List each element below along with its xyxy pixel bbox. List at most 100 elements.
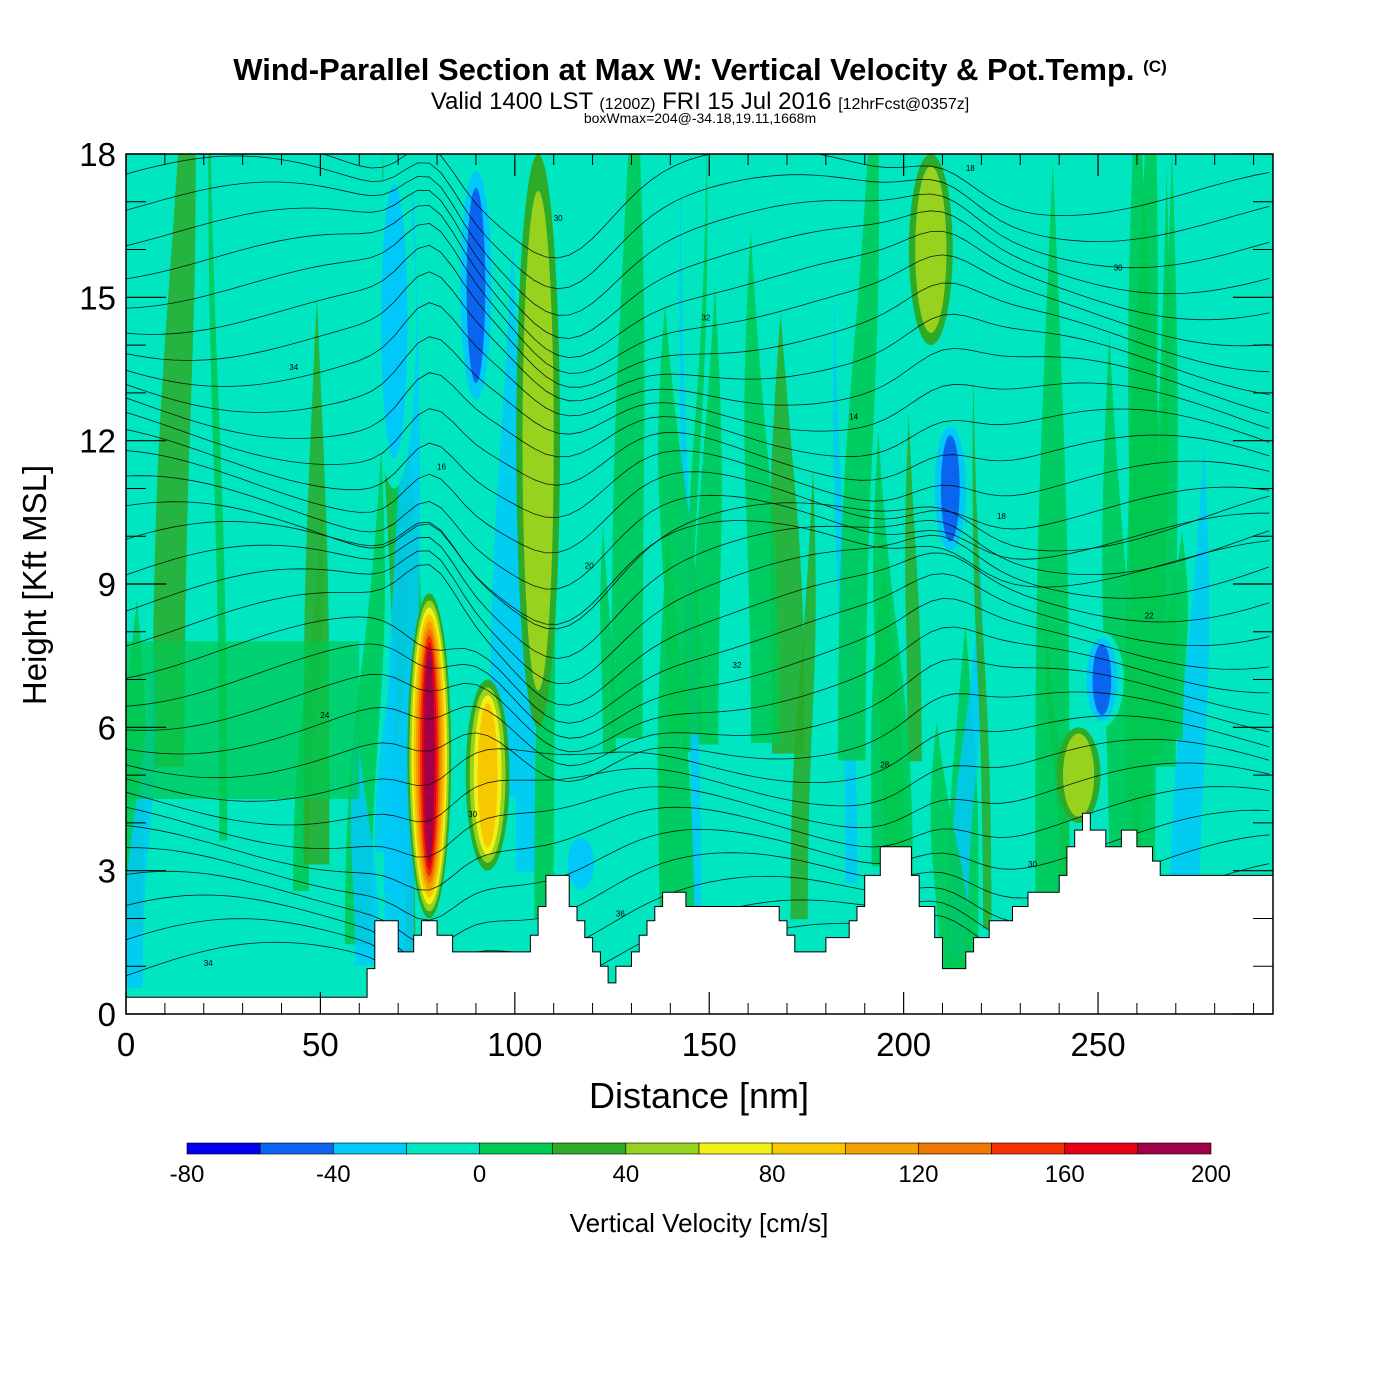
isentrope-label: 28 bbox=[880, 760, 889, 769]
isentrope-label: 30 bbox=[554, 214, 563, 223]
isentrope-line bbox=[126, 205, 1270, 359]
isentrope-label: 14 bbox=[849, 413, 858, 422]
y-tick-label: 3 bbox=[98, 853, 116, 890]
updraft-plume bbox=[426, 656, 433, 856]
isentrope-label: 22 bbox=[1145, 611, 1154, 620]
isentrope-line bbox=[126, 598, 1270, 739]
x-tick-label: 250 bbox=[1071, 1026, 1126, 1063]
isentrope-line bbox=[126, 658, 1270, 767]
downdraft-plume bbox=[381, 184, 408, 459]
field-streak bbox=[905, 412, 922, 762]
colorbar-bin bbox=[771, 1142, 846, 1155]
isentrope-line bbox=[126, 519, 1270, 659]
field-streak bbox=[152, 154, 196, 768]
isentrope-label: 34 bbox=[204, 959, 213, 968]
field-streak bbox=[770, 313, 805, 754]
colorbar-bin bbox=[186, 1142, 261, 1155]
colorbar-tick-label: 200 bbox=[1191, 1161, 1231, 1188]
field-band bbox=[126, 641, 360, 799]
updraft-plume bbox=[921, 178, 941, 321]
colorbar-tick-label: -80 bbox=[170, 1161, 205, 1188]
chart-subtitle: Valid 1400 LST (1200Z) FRI 15 Jul 2016 [… bbox=[0, 88, 1400, 116]
isentrope-label: 30 bbox=[468, 810, 477, 819]
y-tick-label: 18 bbox=[79, 136, 116, 173]
field-streak bbox=[1156, 531, 1189, 740]
isentrope-line bbox=[126, 271, 1270, 402]
field-streak bbox=[790, 466, 816, 920]
isentrope-contours: 34 36 30 30 28 24 32 22 20 18 16 14 34 32 30 30 18 bbox=[126, 154, 1270, 1011]
x-tick-label: 50 bbox=[302, 1026, 339, 1063]
isentrope-label: 32 bbox=[733, 661, 742, 670]
isentrope-label: 18 bbox=[997, 512, 1006, 521]
valid-date: FRI 15 Jul 2016 bbox=[662, 88, 832, 115]
field-streak bbox=[489, 243, 521, 798]
isentrope-line bbox=[126, 495, 1270, 630]
isentrope-line bbox=[126, 429, 1270, 518]
copyright-mark: (C) bbox=[1143, 57, 1167, 76]
colorbar-bin bbox=[332, 1142, 407, 1155]
colorbar-tick-label: 0 bbox=[473, 1161, 486, 1188]
isentrope-line bbox=[126, 176, 1270, 316]
field-streak bbox=[1124, 154, 1158, 803]
isentrope-line bbox=[126, 450, 1270, 554]
colorbar-bin bbox=[479, 1142, 554, 1155]
colorbar-label: Vertical Velocity [cm/s] bbox=[570, 1208, 829, 1238]
field-streak bbox=[972, 374, 992, 929]
field-streak bbox=[838, 154, 880, 761]
isentrope-line bbox=[126, 762, 1270, 858]
isentrope-line bbox=[126, 222, 1270, 374]
isentrope-label: 16 bbox=[437, 462, 446, 471]
isentrope-label: 18 bbox=[966, 164, 975, 173]
isentrope-line bbox=[126, 336, 1270, 435]
isentrope-line bbox=[126, 573, 1270, 724]
isentrope-line bbox=[126, 691, 1270, 783]
box-wmax-info: boxWmax=204@-34.18,19.11,1668m bbox=[583, 110, 817, 126]
isentrope-line bbox=[126, 501, 1270, 625]
colorbar-bin bbox=[844, 1142, 919, 1155]
colorbar-tick-label: 80 bbox=[759, 1161, 786, 1188]
field-streak bbox=[611, 154, 645, 739]
colorbar-tick-label: 40 bbox=[613, 1161, 640, 1188]
field-streak bbox=[930, 721, 973, 1004]
field-streak bbox=[658, 304, 702, 735]
isentrope-line bbox=[126, 626, 1270, 753]
y-axis-label: Height [Kft MSL] bbox=[16, 465, 53, 705]
isentrope-line bbox=[126, 302, 1270, 417]
updraft-plume bbox=[528, 227, 548, 654]
updraft-plume bbox=[481, 710, 494, 840]
x-tick-label: 0 bbox=[117, 1026, 135, 1063]
isentrope-label: 20 bbox=[585, 562, 594, 571]
isentrope-line bbox=[126, 552, 1270, 706]
isentrope-line bbox=[126, 738, 1270, 826]
isentrope-line bbox=[126, 189, 1270, 339]
isentrope-line bbox=[126, 372, 1270, 458]
forecast-info: [12hrFcst@0357z] bbox=[838, 96, 970, 113]
updraft-plume bbox=[1069, 739, 1088, 811]
colorbar-bin bbox=[406, 1142, 480, 1155]
isentrope-line bbox=[126, 155, 1270, 290]
colorbar: -80 -40 0 40 80 120 160 200 bbox=[170, 1142, 1231, 1188]
chart-title: Wind-Parallel Section at Max W: Vertical… bbox=[0, 52, 1400, 88]
valid-zulu: (1200Z) bbox=[599, 96, 656, 113]
field-streak bbox=[744, 229, 780, 743]
colorbar-bin bbox=[698, 1142, 773, 1155]
y-tick-label: 12 bbox=[79, 423, 116, 460]
isentrope-line bbox=[126, 475, 1270, 590]
isentrope-label: 24 bbox=[320, 711, 329, 720]
isentrope-label: 30 bbox=[1114, 264, 1123, 273]
isentrope-line bbox=[126, 715, 1270, 802]
y-tick-label: 15 bbox=[79, 279, 116, 316]
x-tick-label: 150 bbox=[682, 1026, 737, 1063]
isentrope-label: 34 bbox=[289, 363, 298, 372]
colorbar-tick-label: 120 bbox=[898, 1161, 938, 1188]
downdraft-plume bbox=[466, 187, 486, 383]
y-tick-label: 9 bbox=[98, 566, 116, 603]
valid-time: Valid 1400 LST bbox=[430, 88, 593, 115]
isentrope-line bbox=[126, 244, 1270, 388]
colorbar-bin bbox=[991, 1142, 1066, 1155]
downdraft-plume bbox=[567, 838, 595, 889]
x-tick-label: 100 bbox=[487, 1026, 542, 1063]
chart-title-text: Wind-Parallel Section at Max W: Vertical… bbox=[233, 52, 1135, 87]
isentrope-line bbox=[322, 154, 1270, 259]
